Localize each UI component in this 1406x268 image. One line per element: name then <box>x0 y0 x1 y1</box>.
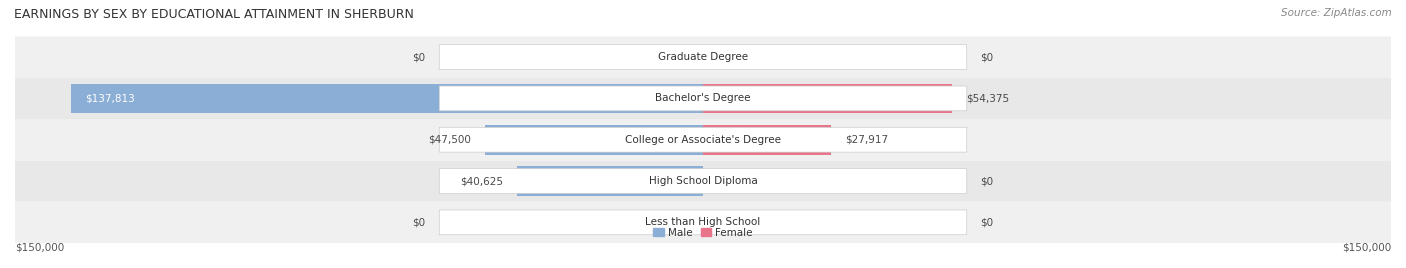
Text: $137,813: $137,813 <box>84 94 135 103</box>
Bar <box>703 84 952 113</box>
FancyBboxPatch shape <box>439 86 967 111</box>
Text: $0: $0 <box>412 217 426 227</box>
FancyBboxPatch shape <box>15 202 1391 243</box>
FancyBboxPatch shape <box>15 119 1391 160</box>
Text: $27,917: $27,917 <box>845 135 889 145</box>
Text: $0: $0 <box>980 217 994 227</box>
FancyBboxPatch shape <box>15 78 1391 119</box>
Text: $0: $0 <box>980 52 994 62</box>
Bar <box>703 125 831 155</box>
Text: $150,000: $150,000 <box>15 243 65 253</box>
Text: $0: $0 <box>980 176 994 186</box>
FancyBboxPatch shape <box>15 160 1391 202</box>
Text: $0: $0 <box>412 52 426 62</box>
Text: High School Diploma: High School Diploma <box>648 176 758 186</box>
Text: Bachelor's Degree: Bachelor's Degree <box>655 94 751 103</box>
Text: Source: ZipAtlas.com: Source: ZipAtlas.com <box>1281 8 1392 18</box>
Text: $150,000: $150,000 <box>1341 243 1391 253</box>
FancyBboxPatch shape <box>439 45 967 69</box>
FancyBboxPatch shape <box>439 210 967 235</box>
FancyBboxPatch shape <box>15 36 1391 78</box>
Bar <box>485 125 703 155</box>
Bar <box>516 166 703 196</box>
FancyBboxPatch shape <box>439 127 967 152</box>
Text: Graduate Degree: Graduate Degree <box>658 52 748 62</box>
Text: $47,500: $47,500 <box>429 135 471 145</box>
Text: EARNINGS BY SEX BY EDUCATIONAL ATTAINMENT IN SHERBURN: EARNINGS BY SEX BY EDUCATIONAL ATTAINMEN… <box>14 8 413 21</box>
Text: Less than High School: Less than High School <box>645 217 761 227</box>
Bar <box>70 84 703 113</box>
Text: $54,375: $54,375 <box>966 94 1010 103</box>
Text: College or Associate's Degree: College or Associate's Degree <box>626 135 780 145</box>
FancyBboxPatch shape <box>439 169 967 193</box>
Text: $40,625: $40,625 <box>460 176 503 186</box>
Legend: Male, Female: Male, Female <box>650 224 756 242</box>
